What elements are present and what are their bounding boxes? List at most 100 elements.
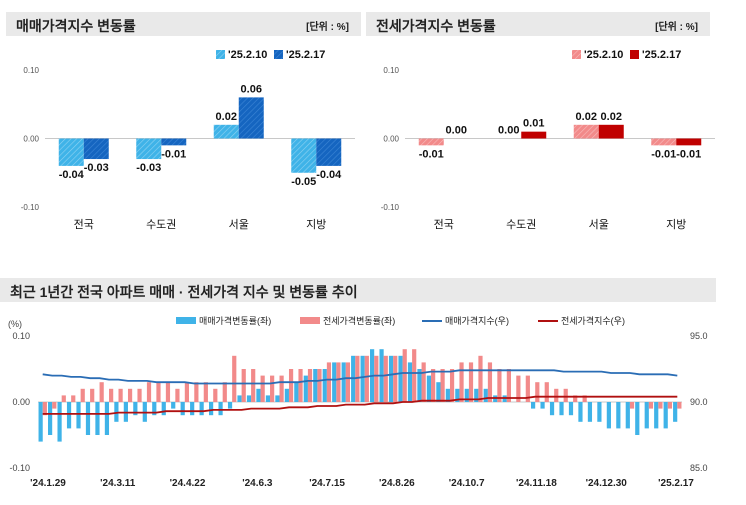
bar	[455, 388, 460, 402]
bar	[663, 402, 668, 429]
bar	[80, 388, 85, 402]
bar	[388, 355, 394, 402]
legend-swatch	[572, 50, 581, 59]
bar	[677, 402, 682, 409]
legend-swatch	[176, 317, 196, 324]
data-label: -0.04	[316, 169, 342, 181]
bar	[114, 402, 119, 422]
bar	[598, 124, 624, 139]
bar	[531, 402, 536, 409]
bar	[284, 388, 289, 402]
bar	[360, 355, 365, 402]
bar	[651, 138, 677, 146]
bar	[326, 362, 332, 402]
legend-label: '25.2.10	[584, 49, 623, 61]
bar	[483, 388, 488, 402]
bar	[436, 382, 441, 402]
bar	[165, 382, 171, 402]
bar	[171, 402, 176, 409]
bar	[298, 369, 303, 402]
y-tick-label: 0.00	[383, 135, 399, 144]
bar	[568, 402, 574, 416]
bar	[474, 388, 479, 402]
bar	[260, 375, 265, 402]
panel2-unit: [단위 : %]	[655, 22, 698, 33]
bar	[402, 349, 407, 402]
bar	[364, 355, 369, 402]
bar	[95, 402, 100, 435]
bar	[194, 382, 199, 402]
bar	[582, 395, 587, 402]
y-axis-unit: (%)	[8, 319, 22, 329]
bar	[52, 402, 57, 409]
bar	[573, 124, 599, 139]
bar	[355, 355, 360, 402]
sale-change-chart: 0.100.00-0.10'25.2.10'25.2.17-0.04-0.03전…	[21, 49, 355, 231]
bar	[573, 395, 578, 402]
data-label: -0.01	[161, 148, 186, 160]
bar	[270, 375, 275, 402]
bar	[322, 369, 327, 402]
bar	[222, 382, 227, 402]
bar	[317, 369, 322, 402]
x-tick-label: '24.10.7	[449, 478, 485, 489]
bar	[587, 402, 593, 422]
bar	[563, 388, 568, 402]
bar	[127, 388, 133, 402]
bar	[521, 131, 547, 139]
bar	[209, 402, 214, 416]
bar	[66, 402, 72, 429]
legend-swatch	[630, 50, 639, 59]
bar	[616, 402, 621, 429]
category-label: 서울	[589, 218, 609, 231]
bar	[421, 362, 426, 402]
bar	[658, 402, 663, 409]
bar	[449, 369, 455, 402]
bar	[440, 369, 445, 402]
bar	[383, 355, 388, 402]
data-label: 0.00	[498, 125, 519, 137]
x-tick-label: '24.3.11	[100, 478, 136, 489]
bar	[468, 362, 474, 402]
panel2-header: 전세가격지수 변동률 [단위 : %]	[366, 12, 710, 36]
bar	[104, 402, 110, 435]
legend-swatch	[300, 317, 320, 324]
y-tick-label: 0.10	[23, 66, 39, 75]
x-tick-label: '24.4.22	[170, 478, 206, 489]
bar	[61, 395, 66, 402]
legend-label: 매매가격지수(우)	[445, 315, 509, 326]
bar	[506, 369, 511, 402]
bar	[42, 402, 47, 416]
bar	[554, 388, 559, 402]
bar	[118, 388, 123, 402]
data-label: 0.02	[576, 111, 597, 123]
bar	[161, 138, 187, 146]
bar	[578, 402, 583, 422]
data-label: 0.02	[601, 111, 622, 123]
category-label: 서울	[229, 218, 249, 231]
bar	[294, 382, 299, 402]
panel1-header: 매매가격지수 변동률 [단위 : %]	[6, 12, 361, 36]
data-label: -0.05	[291, 176, 316, 188]
bar	[241, 369, 246, 402]
bar	[180, 402, 185, 416]
bar	[146, 382, 152, 402]
panel1-unit: [단위 : %]	[306, 22, 349, 33]
bar	[161, 402, 166, 416]
bar	[648, 402, 654, 409]
bar	[654, 402, 659, 429]
bar	[251, 369, 256, 402]
panel3-title: 최근 1년간 전국 아파트 매매 · 전세가격 지수 및 변동률 추이	[10, 284, 358, 300]
bar	[256, 388, 261, 402]
bar	[345, 362, 350, 402]
bar	[625, 402, 630, 429]
category-label: 지방	[666, 218, 686, 231]
bar	[213, 124, 239, 139]
rent-change-chart: 0.100.00-0.10'25.2.10'25.2.17-0.010.00전국…	[381, 49, 715, 231]
x-tick-label: '24.12.30	[586, 478, 628, 489]
bar	[288, 369, 294, 402]
bar	[71, 395, 76, 402]
bar	[374, 355, 379, 402]
y-tick-label: -0.10	[21, 203, 40, 212]
